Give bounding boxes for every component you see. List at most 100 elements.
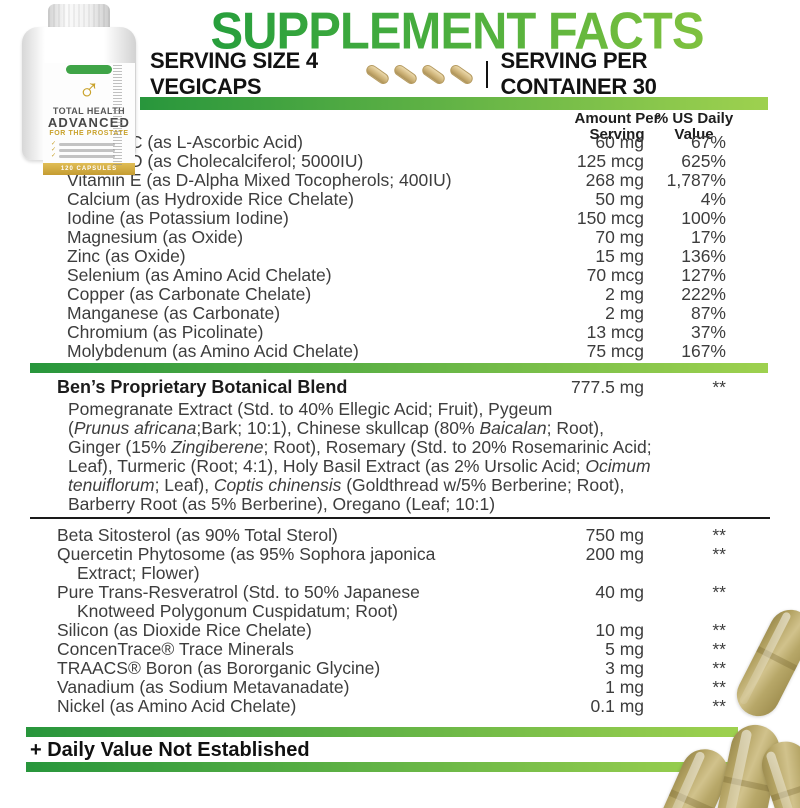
nutrient-row-amount: 125 mcg xyxy=(576,151,644,171)
column-header-amount: Amount Per Serving xyxy=(574,110,660,143)
nutrient-row-name: Chromium (as Picolinate) xyxy=(67,322,264,342)
green-divider-bar xyxy=(30,363,768,373)
blend-title: Ben’s Proprietary Botanical Blend xyxy=(57,377,348,397)
nutrient-row-daily-value: 625% xyxy=(681,151,726,171)
nutrient-row-name: Magnesium (as Oxide) xyxy=(67,227,244,247)
nutrient-row-amount: 70 mg xyxy=(595,227,644,247)
nutrient-row-name: Zinc (as Oxide) xyxy=(67,246,186,266)
ingredient-row-daily-value: ** xyxy=(712,639,726,659)
nutrient-row-amount: 2 mg xyxy=(605,284,644,304)
ingredient-row-amount: 750 mg xyxy=(585,525,644,545)
nutrient-row-name: Manganese (as Carbonate) xyxy=(67,303,281,323)
capsule-icon xyxy=(391,62,419,86)
label-bullet-line: ✓ xyxy=(43,147,135,153)
nutrient-row-amount: 75 mcg xyxy=(586,341,644,361)
nutrient-row-name: Copper (as Carbonate Chelate) xyxy=(67,284,312,304)
bottle-title-line2: ADVANCED xyxy=(47,115,131,130)
male-symbol-icon: ♂ xyxy=(77,73,101,106)
servings-per-container-label: SERVING PER CONTAINER 30 xyxy=(500,48,657,99)
nutrient-row-daily-value: 4% xyxy=(700,189,726,209)
ingredient-row: ConcenTrace® Trace Minerals 5 mg ** xyxy=(30,640,770,659)
ingredient-row-amount: 3 mg xyxy=(605,658,644,678)
nutrient-row-name: Iodine (as Potassium Iodine) xyxy=(67,208,289,228)
nutrient-row-amount: 2 mg xyxy=(605,303,644,323)
check-icon: ✓ xyxy=(51,153,57,159)
ingredient-row-amount: 0.1 mg xyxy=(590,696,645,716)
nutrient-row-daily-value: 127% xyxy=(681,265,726,285)
label-edge-texture xyxy=(113,65,122,165)
nutrient-row: Chromium (as Picolinate) 13 mcg 37% xyxy=(30,323,770,342)
ingredient-row: Quercetin Phytosome (as 95% Sophora japo… xyxy=(30,545,770,583)
label-bullets: ✓ ✓ ✓ xyxy=(43,141,135,159)
nutrient-row-daily-value: 222% xyxy=(681,284,726,304)
serving-info-row: SERVING SIZE 4 VEGICAPS SERVING PER CONT… xyxy=(150,48,720,99)
nutrient-row-daily-value: 67% xyxy=(690,132,726,152)
nutrient-row-amount: 60 mg xyxy=(595,132,644,152)
nutrient-row-amount: 70 mcg xyxy=(586,265,644,285)
ingredient-row-name: Pure Trans-Resveratrol (Std. to 50% Japa… xyxy=(57,582,420,621)
ingredient-row-daily-value: ** xyxy=(712,658,726,678)
nutrient-row-daily-value: 87% xyxy=(690,303,726,323)
product-bottle-image: ♂ TOTAL HEALTH ADVANCED FOR THE PROSTATE… xyxy=(8,4,150,175)
blend-description-line: Leaf), Turmeric (Root; 4:1), Holy Basil … xyxy=(68,456,651,476)
label-bullet-line: ✓ xyxy=(43,141,135,147)
bottle-title-line1: TOTAL HEALTH xyxy=(52,106,126,116)
nutrient-row-name: Calcium (as Hydroxide Rice Chelate) xyxy=(67,189,354,209)
green-divider-bar xyxy=(26,762,738,772)
ingredient-row-amount: 1 mg xyxy=(605,677,644,697)
check-icon: ✓ xyxy=(51,147,57,153)
ingredient-row-name: ConcenTrace® Trace Minerals xyxy=(57,639,294,659)
ingredient-row-amount: 200 mg xyxy=(585,544,644,564)
ingredient-row-daily-value: ** xyxy=(712,620,726,640)
blend-amount: 777.5 mg xyxy=(571,377,644,397)
nutrients-table: Vitamin C (as L-Ascorbic Acid) 60 mg 67% Vi… xyxy=(30,133,770,361)
ingredient-row: Beta Sitosterol (as 90% Total Sterol) 750… xyxy=(30,526,770,545)
nutrient-row: Zinc (as Oxide) 15 mg 136% xyxy=(30,247,770,266)
capsule-count-band: 120 CAPSULES xyxy=(43,163,135,175)
ingredient-row-amount: 10 mg xyxy=(595,620,644,640)
ingredient-row-name: Vanadium (as Sodium Metavanadate) xyxy=(57,677,350,697)
ingredient-row-amount: 5 mg xyxy=(605,639,644,659)
nutrient-row-name: Vitamin E (as D-Alpha Mixed Tocopherols;… xyxy=(67,170,452,190)
ingredient-row: Silicon (as Dioxide Rice Chelate) 10 mg ** xyxy=(30,621,770,640)
nutrient-row-name: Vitamin D (as Cholecalciferol; 5000IU) xyxy=(67,151,364,171)
nutrient-row-daily-value: 136% xyxy=(681,246,726,266)
green-divider-bar xyxy=(26,727,738,737)
blend-description-line: Ginger (15% Zingiberene; Root), Rosemary… xyxy=(68,437,652,457)
daily-value-footnote: + Daily Value Not Established xyxy=(30,739,310,761)
nutrient-row-amount: 268 mg xyxy=(585,170,644,190)
nutrient-row: Selenium (as Amino Acid Chelate) 70 mcg 12… xyxy=(30,266,770,285)
ingredient-row: Nickel (as Amino Acid Chelate) 0.1 mg ** xyxy=(30,697,770,716)
ingredient-row-name: Silicon (as Dioxide Rice Chelate) xyxy=(57,620,312,640)
section-separator-line xyxy=(30,517,770,519)
bottle-cap xyxy=(48,4,110,29)
blend-description: Pomegranate Extract (Std. to 40% Ellegic… xyxy=(30,400,770,514)
nutrient-row-daily-value: 17% xyxy=(690,227,726,247)
ingredient-row-name: TRAACS® Boron (as Bororganic Glycine) xyxy=(57,658,381,678)
extras-table: Beta Sitosterol (as 90% Total Sterol) 750… xyxy=(30,526,770,716)
ingredient-row-daily-value: ** xyxy=(712,696,726,716)
nutrient-row: Iodine (as Potassium Iodine) 150 mcg 100% xyxy=(30,209,770,228)
capsule-icons xyxy=(363,62,475,86)
botanical-blend-section: Ben’s Proprietary Botanical Blend 777.5 … xyxy=(30,377,770,514)
bottle-body: ♂ TOTAL HEALTH ADVANCED FOR THE PROSTATE… xyxy=(22,27,136,175)
nutrient-row: Copper (as Carbonate Chelate) 2 mg 222% xyxy=(30,285,770,304)
nutrient-row: Vitamin E (as D-Alpha Mixed Tocopherols;… xyxy=(30,171,770,190)
nutrient-row-name: Molybdenum (as Amino Acid Chelate) xyxy=(67,341,359,361)
nutrient-row: Molybdenum (as Amino Acid Chelate) 75 mcg… xyxy=(30,342,770,361)
green-divider-bar xyxy=(140,97,768,110)
blend-description-line: (Prunus africana;Bark; 10:1), Chinese sk… xyxy=(68,418,604,438)
blend-description-line: tenuiflorum; Leaf), Coptis chinensis (Go… xyxy=(68,475,625,495)
nutrient-row-daily-value: 1,787% xyxy=(666,170,726,190)
ingredient-row: TRAACS® Boron (as Bororganic Glycine) 3 m… xyxy=(30,659,770,678)
nutrient-row-amount: 150 mcg xyxy=(576,208,644,228)
check-icon: ✓ xyxy=(51,141,57,147)
ingredient-row: Pure Trans-Resveratrol (Std. to 50% Japa… xyxy=(30,583,770,621)
nutrient-row: Manganese (as Carbonate) 2 mg 87% xyxy=(30,304,770,323)
nutrient-row-daily-value: 37% xyxy=(690,322,726,342)
nutrient-row-name: Selenium (as Amino Acid Chelate) xyxy=(67,265,332,285)
blend-daily-value: ** xyxy=(712,377,726,397)
divider-bar xyxy=(485,60,489,88)
ingredient-row: Vanadium (as Sodium Metavanadate) 1 mg ** xyxy=(30,678,770,697)
